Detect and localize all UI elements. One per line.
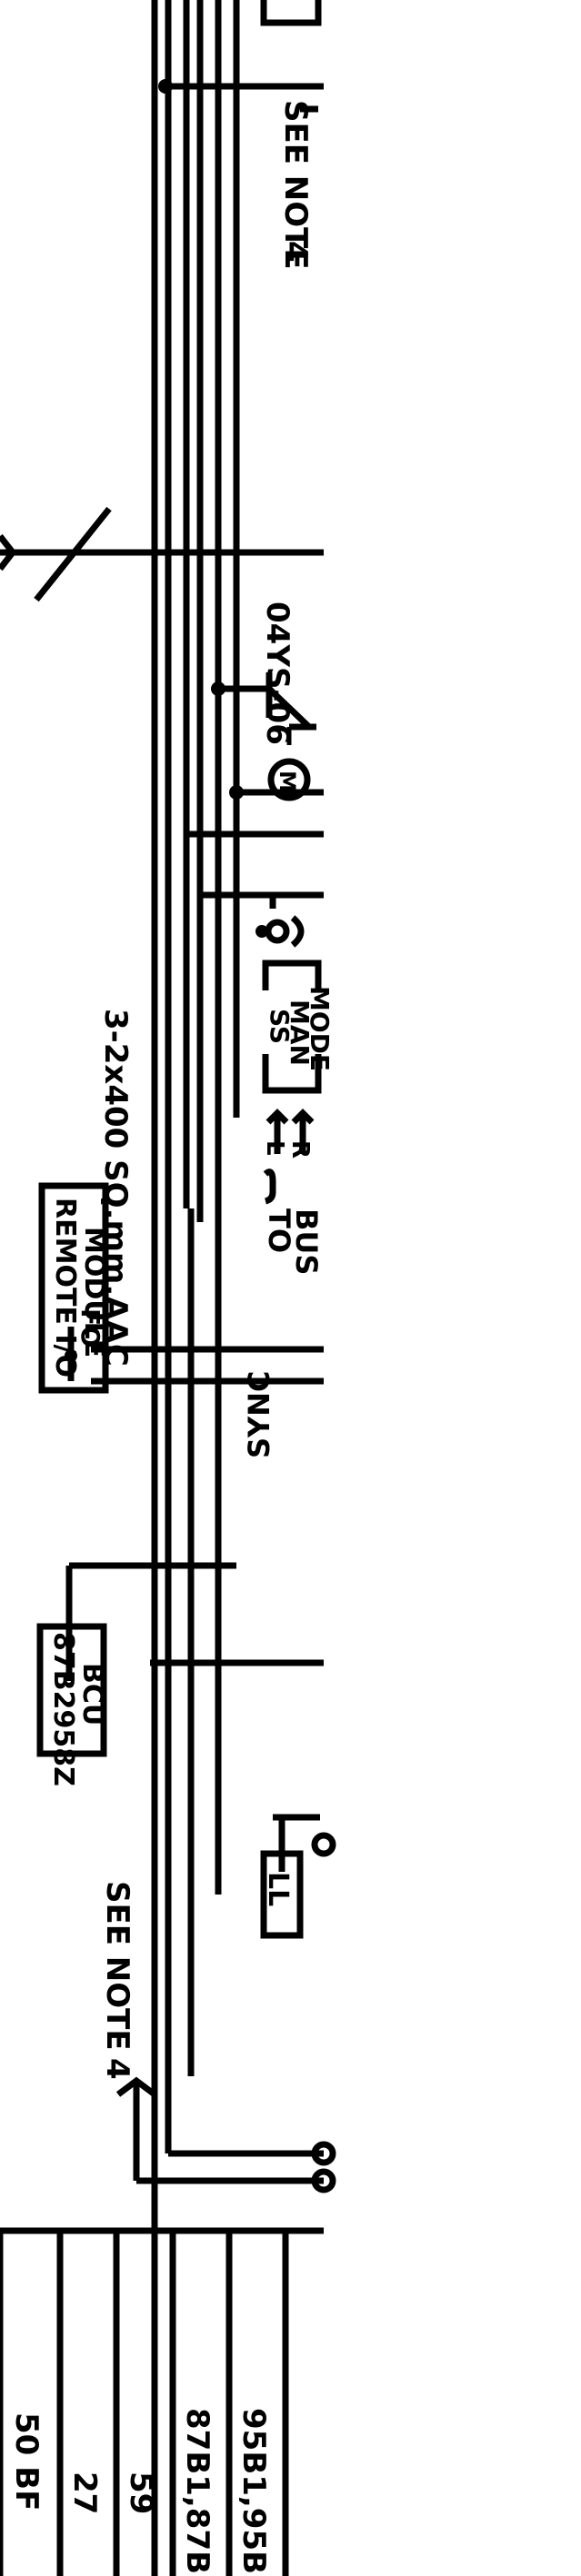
switch-tag-label: 04YS-06 — [259, 602, 296, 745]
sync-label: SYNC — [242, 1371, 276, 1458]
ll-label: LL — [262, 1872, 294, 1906]
fo-label: FO — [75, 1308, 105, 1348]
remote-io-line1: REMOTE I/O — [49, 1198, 81, 1378]
table-cell: 50 BF — [8, 2412, 45, 2511]
see-note-top: SEE NOTE — [277, 100, 314, 270]
sync-bus-connection: L R — [261, 1109, 315, 1205]
protection-table: 50 BF 27 59 87B1,87B 95B1,95B — [0, 2227, 324, 2576]
ss-label: SS — [265, 1009, 295, 1044]
sync-r-label: R — [286, 1140, 314, 1159]
note-number-bottom: 4 — [99, 2058, 135, 2080]
note-number-top: 4 — [277, 241, 314, 263]
table-cell: 59 — [123, 2472, 159, 2514]
sync-bus-label: BUS — [289, 1208, 324, 1275]
conductor-slash-mark — [34, 506, 112, 602]
equipment-box-fragment — [260, 0, 322, 26]
man-label: MAN — [285, 1000, 315, 1066]
see-note-bottom: SEE NOTE — [99, 1881, 135, 2051]
bcu-box: 87B2958Z BCU — [36, 1623, 108, 1786]
selector-switch — [255, 891, 324, 948]
junction-dots — [158, 79, 244, 800]
bcu-id-label: 87B2958Z — [47, 1632, 79, 1786]
ss-man-mode-box: SS MAN MODE — [262, 960, 335, 1094]
ll-box: LL — [260, 1850, 304, 1939]
table-cell: 87B1,87B — [179, 2408, 215, 2574]
table-cell: 27 — [66, 2472, 103, 2514]
mode-label: MODE — [305, 986, 335, 1071]
sync-l-label: L — [261, 1140, 288, 1156]
bcu-label: BCU — [76, 1663, 108, 1726]
remote-io-line2: MODULE — [78, 1227, 110, 1358]
remote-io-module: REMOTE I/O MODULE — [38, 1182, 110, 1394]
conductor-arrow-icon — [0, 533, 17, 572]
sync-to-label: TO — [262, 1208, 296, 1253]
motor-operated-switch: M — [265, 672, 316, 801]
table-cell: 95B1,95B — [235, 2408, 272, 2574]
motor-icon: M — [275, 771, 300, 792]
vertical-conductors — [151, 0, 240, 2576]
